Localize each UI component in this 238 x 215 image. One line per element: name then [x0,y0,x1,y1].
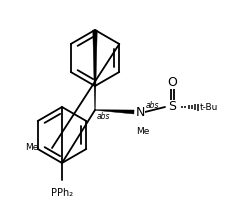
Text: S: S [168,100,176,114]
Text: Me: Me [25,143,38,152]
Text: abs: abs [97,112,110,121]
Polygon shape [93,30,97,110]
Text: O: O [167,75,177,89]
Text: Me: Me [136,127,150,136]
Polygon shape [95,110,134,114]
Text: t-Bu: t-Bu [200,103,218,112]
Text: PPh₂: PPh₂ [51,188,73,198]
Text: abs: abs [145,101,159,111]
Text: N: N [135,106,145,118]
